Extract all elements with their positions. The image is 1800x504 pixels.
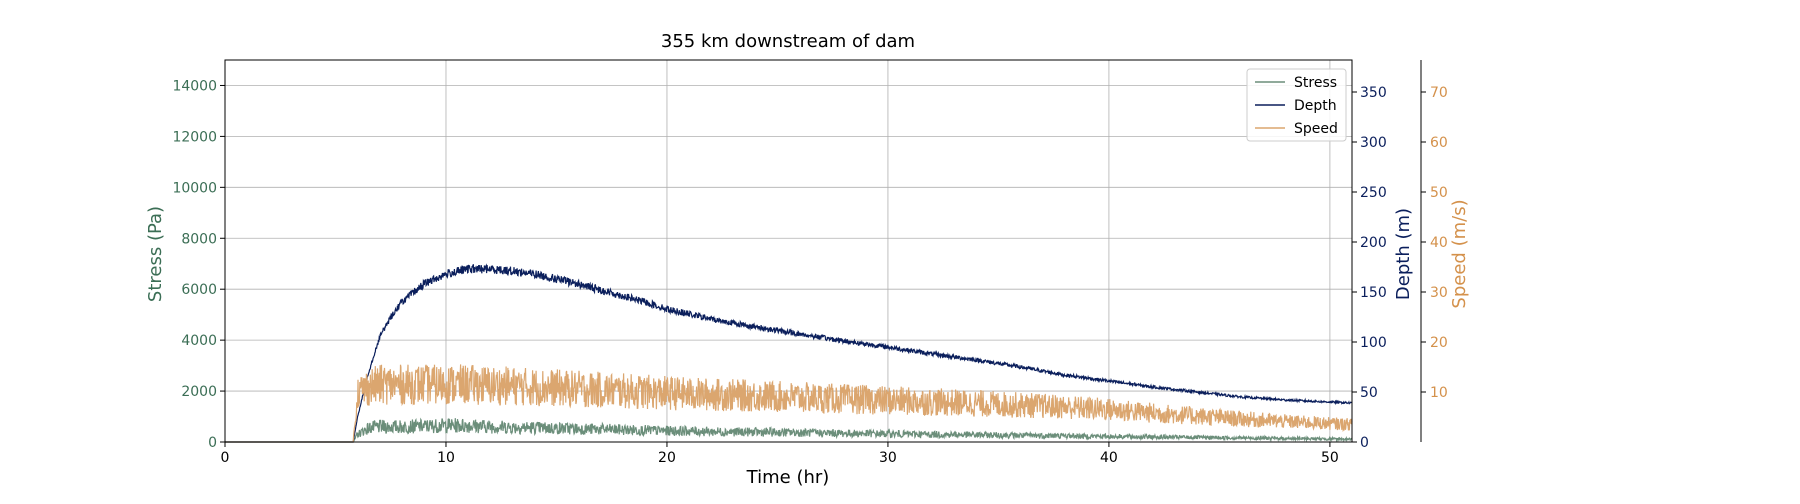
legend-label-depth: Depth [1294, 98, 1337, 114]
stress-tick-label: 2000 [181, 384, 217, 400]
x-tick-label: 40 [1100, 450, 1118, 466]
stress-tick-label: 10000 [172, 180, 217, 196]
depth-axis-label: Depth (m) [1393, 208, 1414, 300]
chart-title: 355 km downstream of dam [661, 31, 915, 52]
speed-tick-label: 20 [1430, 335, 1448, 351]
series-line-depth [225, 263, 1353, 443]
speed-tick-label: 70 [1430, 85, 1448, 101]
stress-tick-label: 6000 [181, 282, 217, 298]
stress-tick-label: 14000 [172, 78, 217, 94]
x-tick-label: 0 [221, 450, 230, 466]
legend-label-stress: Stress [1294, 75, 1337, 91]
speed-tick-label: 30 [1430, 285, 1448, 301]
depth-tick-label: 50 [1360, 385, 1378, 401]
plot-frame [224, 59, 1353, 443]
x-tick-label: 20 [658, 450, 676, 466]
x-axis-label: Time (hr) [746, 467, 830, 488]
depth-tick-label: 300 [1360, 135, 1387, 151]
stress-tick-label: 8000 [181, 231, 217, 247]
series-line-speed [225, 364, 1353, 443]
depth-tick-label: 150 [1360, 285, 1387, 301]
axes: 0 10 20 30 40 5002000400060008000100001200014… [172, 59, 1448, 466]
x-tick-label: 30 [879, 450, 897, 466]
legend-box [1246, 68, 1347, 142]
speed-tick-label: 40 [1430, 235, 1448, 251]
speed-tick-label: 60 [1430, 135, 1448, 151]
stress-tick-label: 12000 [172, 129, 217, 145]
stress-axis-label: Stress (Pa) [145, 206, 166, 302]
x-tick-label: 10 [437, 450, 455, 466]
legend: Stress Depth Speed [1246, 68, 1347, 142]
plot-area [225, 263, 1353, 443]
x-tick-label: 50 [1321, 450, 1339, 466]
stress-tick-label: 4000 [181, 333, 217, 349]
speed-tick-label: 50 [1430, 185, 1448, 201]
series-line-stress [225, 417, 1353, 443]
legend-label-speed: Speed [1294, 121, 1338, 137]
depth-tick-label: 100 [1360, 335, 1387, 351]
depth-tick-label: 200 [1360, 235, 1387, 251]
depth-tick-label: 0 [1360, 435, 1369, 451]
speed-tick-label: 10 [1430, 385, 1448, 401]
depth-tick-label: 350 [1360, 85, 1387, 101]
stress-tick-label: 0 [208, 435, 217, 451]
speed-axis-label: Speed (m/s) [1449, 199, 1470, 308]
depth-tick-label: 250 [1360, 185, 1387, 201]
